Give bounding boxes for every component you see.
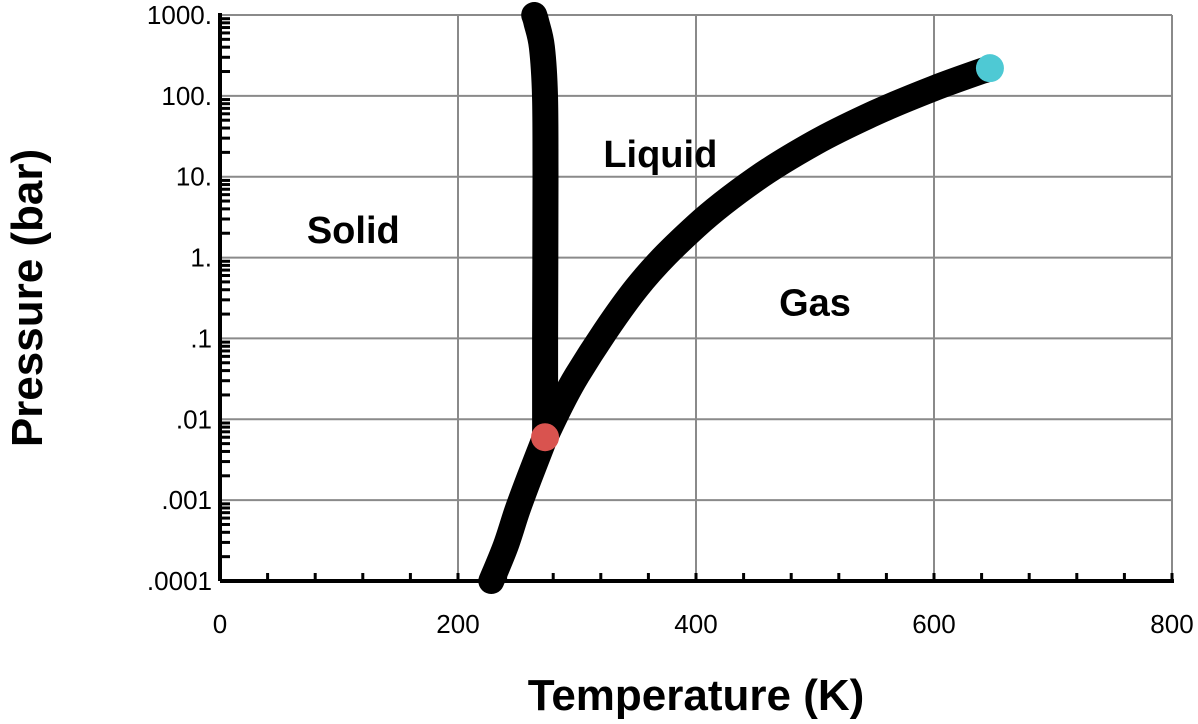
y-tick-label: .0001 [147, 566, 212, 596]
phase-boundary-lines [478, 2, 1003, 594]
x-tick-label: 400 [674, 609, 717, 639]
y-tick-label: .1 [190, 323, 212, 353]
y-tick-label: 10. [176, 162, 212, 192]
y-tick-label: 1000. [147, 0, 212, 30]
x-tick-label: 800 [1150, 609, 1193, 639]
sublimation-curve [478, 424, 559, 594]
solid-region-label: Solid [307, 210, 400, 252]
y-axis-title: Pressure (bar) [3, 149, 52, 447]
y-tick-label: 100. [161, 81, 212, 111]
region-labels: Solid Liquid Gas [307, 134, 851, 324]
liquid-region-label: Liquid [603, 134, 717, 176]
critical-point-marker [975, 54, 1004, 83]
axes [218, 13, 1174, 583]
x-tick-label: 0 [213, 609, 227, 639]
special-points [531, 54, 1004, 452]
y-tick-label: .01 [176, 404, 212, 434]
fusion-curve [521, 2, 559, 451]
y-tick-label: 1. [190, 243, 212, 273]
triple-point-marker [531, 423, 560, 452]
y-tick-label: .001 [161, 485, 212, 515]
gas-region-label: Gas [779, 282, 851, 324]
x-tick-label: 200 [436, 609, 479, 639]
vaporization-curve [532, 55, 1003, 451]
x-axis-title: Temperature (K) [528, 671, 865, 720]
tick-labels: 0 200 400 600 800 .0001 .001 .01 .1 1. 10. 100. 1000… [147, 0, 1194, 639]
grid [220, 14, 1173, 581]
x-tick-label: 600 [912, 609, 955, 639]
